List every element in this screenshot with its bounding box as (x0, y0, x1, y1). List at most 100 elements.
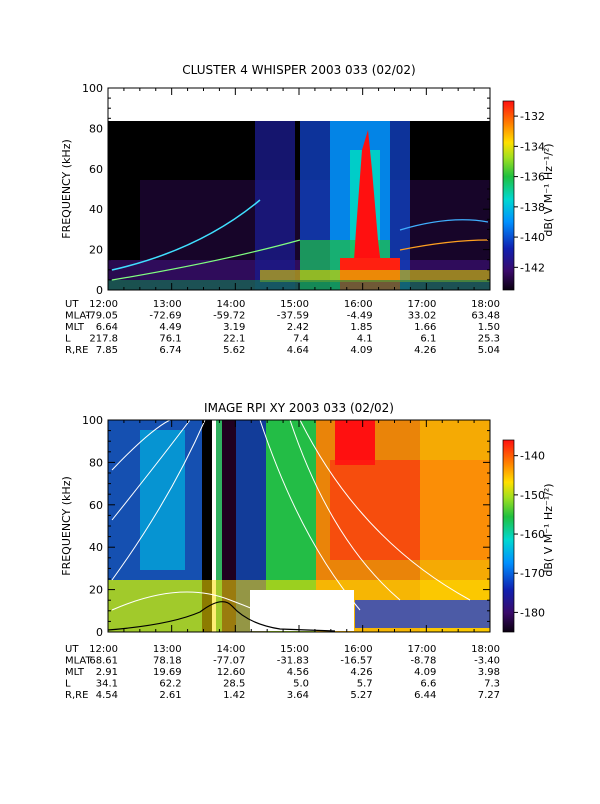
ephemeris-value: 15:00 (280, 299, 309, 310)
ephemeris-row-label: UT (65, 299, 79, 310)
y-tick-label: 60 (89, 499, 103, 512)
ephemeris-value: 7.3 (484, 679, 500, 690)
ephemeris-row-label: L (65, 334, 71, 345)
ephemeris-value: 7.85 (96, 345, 118, 356)
ephemeris-value: -59.72 (213, 311, 245, 322)
ephemeris-row-label: R,RE (65, 345, 88, 356)
top-colorbar (502, 100, 515, 291)
ephemeris-value: 4.56 (287, 667, 309, 678)
ephemeris-value: 12:00 (89, 644, 118, 655)
ephemeris-value: -79.05 (86, 311, 118, 322)
ephemeris-value: 4.49 (159, 322, 181, 333)
top-plasma-line-2 (111, 239, 301, 281)
ephemeris-value: 3.19 (223, 322, 245, 333)
bottom-colorbar-label: dB( V M⁻¹ Hz⁻¹/²) (542, 483, 555, 576)
ephemeris-value: 4.26 (414, 345, 436, 356)
bottom-red-top (335, 420, 375, 465)
ephemeris-value: -3.40 (474, 656, 500, 667)
y-tick-label: 100 (82, 414, 103, 427)
top-colorbar-ticks: -132 -134 -136 -138 -140 -142 (514, 110, 545, 274)
top-title: CLUSTER 4 WHISPER 2003 033 (02/02) (182, 63, 415, 77)
top-spectrogram (108, 121, 490, 290)
ephemeris-row-label: L (65, 679, 71, 690)
top-plasma-line-4 (399, 239, 489, 251)
ephemeris-value: 1.42 (223, 690, 245, 701)
bottom-blue-bottom-strip (355, 600, 490, 628)
top-activity-block (255, 121, 295, 290)
ephemeris-value: 2.42 (287, 322, 309, 333)
ephemeris-value: -37.59 (277, 311, 309, 322)
ephemeris-value: 6.1 (420, 334, 436, 345)
ephemeris-value: 63.48 (471, 311, 500, 322)
y-tick-label: 100 (82, 82, 103, 95)
ephemeris-value: 19.69 (153, 667, 182, 678)
top-colorbar-label: dB( V M⁻¹ Hz⁻¹/²) (542, 143, 555, 236)
ephemeris-value: 4.54 (96, 690, 118, 701)
colorbar-tick-label: -140 (520, 231, 545, 244)
ephemeris-value: 22.1 (223, 334, 245, 345)
bottom-x-axis (107, 420, 491, 632)
ephemeris-value: 17:00 (408, 299, 437, 310)
ephemeris-value: 76.1 (159, 334, 181, 345)
ephemeris-value: 6.74 (159, 345, 181, 356)
ephemeris-value: 5.0 (293, 679, 309, 690)
ephemeris-value: 2.61 (159, 690, 181, 701)
bottom-white-stripe (212, 420, 216, 632)
top-red-spike (352, 130, 384, 290)
top-x-axis (107, 88, 491, 290)
y-tick-label: 20 (89, 244, 103, 257)
ephemeris-value: 1.85 (350, 322, 372, 333)
ephemeris-value: 17:00 (408, 644, 437, 655)
ephemeris-value: 28.5 (223, 679, 245, 690)
ephemeris-value: 7.4 (293, 334, 309, 345)
colorbar-tick-label: -160 (520, 528, 545, 541)
ephemeris-value: -4.49 (347, 311, 373, 322)
ephemeris-value: 4.09 (350, 345, 372, 356)
colorbar-tick-label: -134 (520, 140, 545, 153)
ephemeris-value: 6.64 (96, 322, 118, 333)
bottom-colorbar (502, 439, 515, 633)
y-tick-label: 80 (89, 122, 103, 135)
bottom-dark-stripe-1 (202, 420, 212, 632)
colorbar-tick-label: -136 (520, 171, 545, 184)
ephemeris-value: 68.61 (89, 656, 118, 667)
ephemeris-row-label: R,RE (65, 690, 88, 701)
bottom-trace-6 (299, 420, 471, 601)
ephemeris-row-label: UT (65, 644, 79, 655)
colorbar-tick-label: -170 (520, 567, 545, 580)
bottom-trace-1 (111, 420, 171, 471)
ephemeris-value: 33.02 (408, 311, 437, 322)
y-tick-label: 0 (96, 626, 103, 639)
top-plasma-line-1 (111, 199, 261, 271)
ephemeris-row-label: MLAT (65, 311, 92, 322)
colorbar-tick-label: -180 (520, 606, 545, 619)
colorbar-tick-label: -138 (520, 201, 545, 214)
ephemeris-value: 4.09 (414, 667, 436, 678)
ephemeris-value: 7.27 (478, 690, 500, 701)
ephemeris-value: 25.3 (478, 334, 500, 345)
y-tick-label: 0 (96, 284, 103, 297)
bottom-ephemeris-table: UT 12:00 13:00 14:00 15:00 16:00 17:00 18:00 MLA… (65, 644, 500, 701)
bottom-trace-5 (289, 420, 401, 601)
ephemeris-value: -16.57 (340, 656, 372, 667)
ephemeris-value: 4.1 (357, 334, 373, 345)
ephemeris-value: 5.04 (478, 345, 500, 356)
ephemeris-value: 4.64 (287, 345, 309, 356)
bottom-colorbar-ticks: -140 -150 -160 -170 -180 (514, 450, 545, 619)
ephemeris-value: -72.69 (149, 311, 181, 322)
y-tick-label: 40 (89, 541, 103, 554)
bottom-dark-stripe-2 (222, 420, 236, 632)
bottom-trace-2 (111, 420, 191, 521)
ephemeris-row-label: MLAT (65, 656, 92, 667)
ephemeris-value: 78.18 (153, 656, 182, 667)
bottom-data-gap (250, 590, 354, 631)
bottom-title: IMAGE RPI XY 2003 033 (02/02) (204, 401, 394, 415)
top-yellow-band (260, 270, 490, 282)
ephemeris-value: 13:00 (153, 299, 182, 310)
ephemeris-value: 6.44 (414, 690, 436, 701)
ephemeris-value: 34.1 (96, 679, 118, 690)
ephemeris-value: -31.83 (277, 656, 309, 667)
ephemeris-value: 1.66 (414, 322, 436, 333)
ephemeris-value: 14:00 (217, 644, 246, 655)
